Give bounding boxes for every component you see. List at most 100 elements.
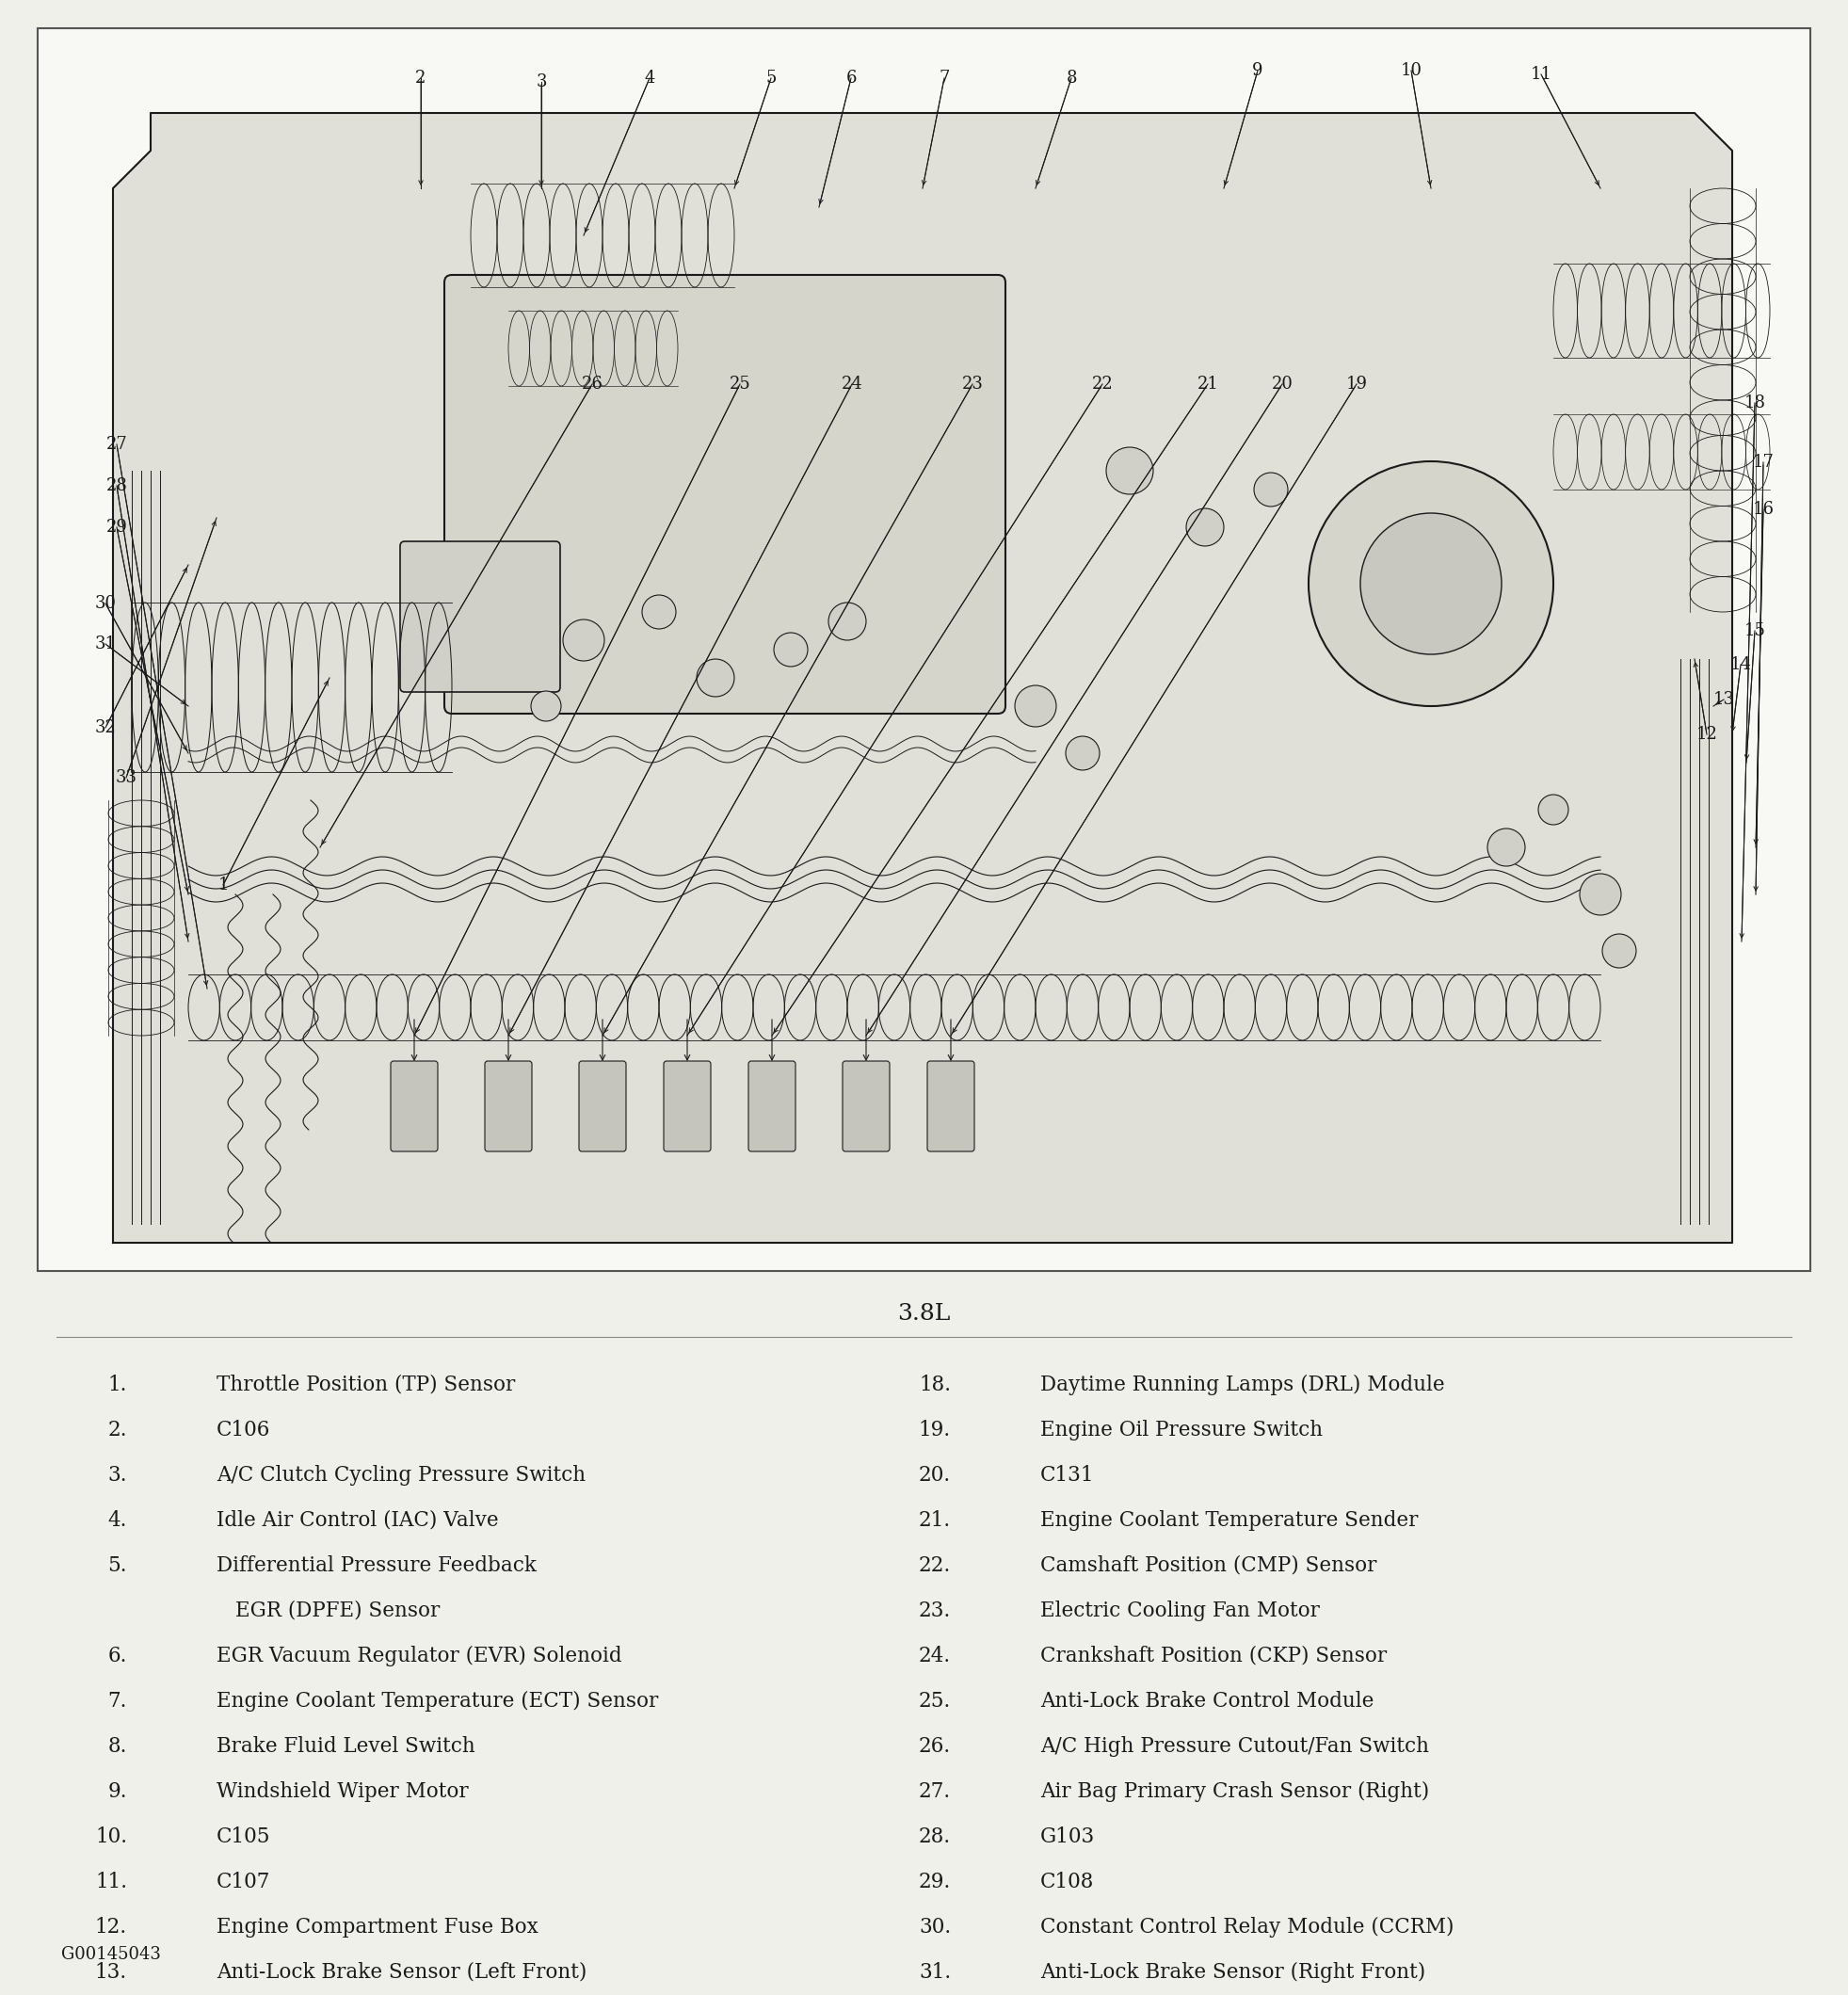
Text: 11: 11 (1530, 66, 1552, 84)
Text: 30: 30 (94, 595, 116, 612)
Text: 22.: 22. (918, 1556, 952, 1576)
Text: 1.: 1. (107, 1375, 128, 1395)
Text: 3.8L: 3.8L (896, 1303, 950, 1325)
Text: Idle Air Control (IAC) Valve: Idle Air Control (IAC) Valve (216, 1510, 499, 1530)
Circle shape (774, 632, 808, 666)
Text: Electric Cooling Fan Motor: Electric Cooling Fan Motor (1040, 1600, 1319, 1622)
Circle shape (1015, 686, 1057, 726)
Text: 30.: 30. (918, 1917, 952, 1937)
Text: Brake Fluid Level Switch: Brake Fluid Level Switch (216, 1736, 475, 1758)
Text: EGR Vacuum Regulator (EVR) Solenoid: EGR Vacuum Regulator (EVR) Solenoid (216, 1646, 623, 1666)
Text: 31: 31 (94, 636, 116, 652)
Text: EGR (DPFE) Sensor: EGR (DPFE) Sensor (235, 1600, 440, 1622)
Text: 15: 15 (1745, 622, 1765, 638)
Text: G00145043: G00145043 (61, 1945, 161, 1963)
Circle shape (1255, 473, 1288, 507)
Text: 22: 22 (1092, 375, 1112, 393)
Text: Constant Control Relay Module (CCRM): Constant Control Relay Module (CCRM) (1040, 1917, 1454, 1937)
Text: 21: 21 (1198, 375, 1218, 393)
Text: 26.: 26. (918, 1736, 952, 1758)
Text: 23.: 23. (918, 1600, 952, 1622)
Circle shape (828, 602, 867, 640)
Text: 32: 32 (94, 720, 116, 736)
Circle shape (641, 595, 676, 628)
Text: 20.: 20. (918, 1464, 952, 1486)
Circle shape (564, 620, 604, 660)
Text: 4.: 4. (107, 1510, 128, 1530)
Text: 2.: 2. (107, 1420, 128, 1440)
Text: 24: 24 (841, 375, 863, 393)
Text: 9.: 9. (107, 1782, 128, 1801)
Text: Daytime Running Lamps (DRL) Module: Daytime Running Lamps (DRL) Module (1040, 1375, 1445, 1395)
Circle shape (1580, 874, 1621, 916)
Text: 13: 13 (1713, 690, 1735, 708)
Text: C106: C106 (216, 1420, 270, 1440)
Text: 6.: 6. (107, 1646, 128, 1666)
Text: Anti-Lock Brake Control Module: Anti-Lock Brake Control Module (1040, 1692, 1373, 1712)
Text: 2: 2 (416, 70, 427, 86)
Text: 12: 12 (1696, 726, 1717, 742)
Text: 5: 5 (765, 70, 776, 86)
FancyBboxPatch shape (444, 275, 1005, 714)
FancyBboxPatch shape (928, 1061, 974, 1151)
Text: C105: C105 (216, 1827, 270, 1847)
Text: 27.: 27. (918, 1782, 952, 1801)
Text: 1: 1 (218, 876, 229, 894)
Polygon shape (113, 114, 1732, 1243)
Text: Camshaft Position (CMP) Sensor: Camshaft Position (CMP) Sensor (1040, 1556, 1377, 1576)
Text: Engine Compartment Fuse Box: Engine Compartment Fuse Box (216, 1917, 538, 1937)
Circle shape (530, 690, 562, 720)
Text: 25.: 25. (918, 1692, 952, 1712)
Text: Anti-Lock Brake Sensor (Right Front): Anti-Lock Brake Sensor (Right Front) (1040, 1961, 1425, 1983)
Text: 3.: 3. (107, 1464, 128, 1486)
Text: Differential Pressure Feedback: Differential Pressure Feedback (216, 1556, 536, 1576)
Text: 7: 7 (939, 70, 950, 86)
FancyBboxPatch shape (663, 1061, 711, 1151)
Circle shape (1538, 794, 1569, 824)
Text: 12.: 12. (94, 1917, 128, 1937)
Text: Anti-Lock Brake Sensor (Left Front): Anti-Lock Brake Sensor (Left Front) (216, 1961, 588, 1983)
Circle shape (1360, 513, 1502, 654)
Circle shape (1186, 509, 1223, 547)
Text: 8.: 8. (107, 1736, 128, 1758)
Text: 3: 3 (536, 74, 547, 90)
Text: 33: 33 (115, 770, 137, 786)
Circle shape (1488, 828, 1525, 866)
Text: 8: 8 (1066, 70, 1077, 86)
Text: 17: 17 (1752, 453, 1774, 471)
Text: 19: 19 (1345, 375, 1368, 393)
FancyBboxPatch shape (484, 1061, 532, 1151)
Text: 28.: 28. (918, 1827, 952, 1847)
Text: Air Bag Primary Crash Sensor (Right): Air Bag Primary Crash Sensor (Right) (1040, 1782, 1429, 1801)
Text: 13.: 13. (94, 1961, 128, 1983)
Text: C107: C107 (216, 1871, 270, 1893)
Text: 4: 4 (645, 70, 654, 86)
Text: 24.: 24. (918, 1646, 952, 1666)
Circle shape (1308, 461, 1554, 706)
Circle shape (1602, 934, 1635, 968)
FancyBboxPatch shape (390, 1061, 438, 1151)
Text: 10: 10 (1401, 62, 1421, 80)
Text: 26: 26 (582, 375, 602, 393)
Text: Windshield Wiper Motor: Windshield Wiper Motor (216, 1782, 469, 1801)
Text: 16: 16 (1752, 501, 1774, 519)
Text: Engine Oil Pressure Switch: Engine Oil Pressure Switch (1040, 1420, 1323, 1440)
Text: Engine Coolant Temperature Sender: Engine Coolant Temperature Sender (1040, 1510, 1417, 1530)
Text: 9: 9 (1253, 62, 1264, 80)
FancyBboxPatch shape (843, 1061, 889, 1151)
Circle shape (1066, 736, 1100, 770)
FancyBboxPatch shape (401, 541, 560, 692)
Text: 31.: 31. (918, 1961, 952, 1983)
Text: 29: 29 (105, 519, 128, 537)
Text: Throttle Position (TP) Sensor: Throttle Position (TP) Sensor (216, 1375, 516, 1395)
Text: 18: 18 (1745, 395, 1765, 411)
Circle shape (1107, 447, 1153, 495)
Bar (37, 28, 1811, 1271)
Text: G103: G103 (1040, 1827, 1096, 1847)
Text: 14: 14 (1730, 656, 1752, 672)
Text: C108: C108 (1040, 1871, 1094, 1893)
Text: 5.: 5. (107, 1556, 128, 1576)
Text: 20: 20 (1271, 375, 1294, 393)
Text: 21.: 21. (918, 1510, 952, 1530)
Text: 25: 25 (730, 375, 750, 393)
